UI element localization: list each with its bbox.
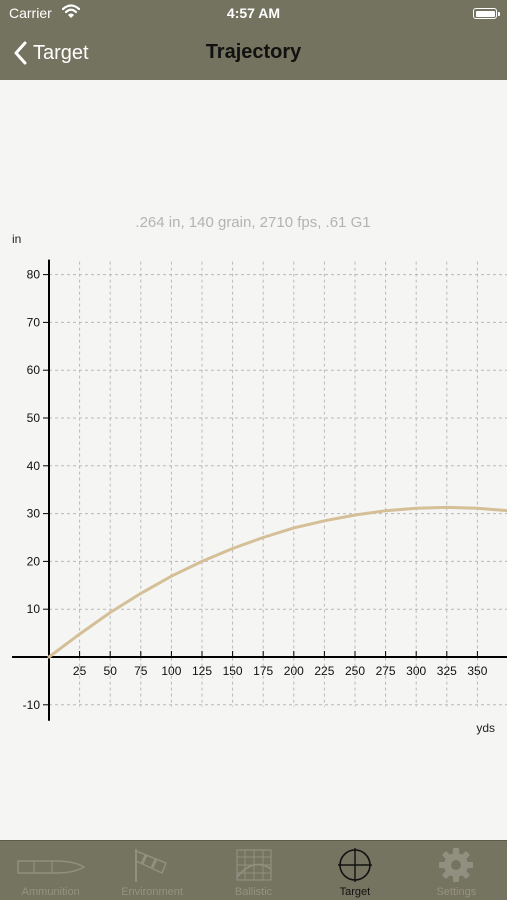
x-tick-label: 225 xyxy=(314,664,334,678)
x-tick-label: 275 xyxy=(376,664,396,678)
status-bar: Carrier 4:57 AM xyxy=(0,0,507,28)
x-tick-label: 325 xyxy=(437,664,457,678)
y-tick-label: -10 xyxy=(23,698,41,712)
gear-icon xyxy=(439,848,474,882)
back-button[interactable]: Target xyxy=(13,38,89,68)
x-tick-label: 25 xyxy=(73,664,87,678)
y-tick-label: 50 xyxy=(27,411,41,425)
tab-environment[interactable]: Environment xyxy=(101,841,202,900)
x-axis-label: yds xyxy=(476,721,495,735)
y-tick-label: 10 xyxy=(27,602,41,616)
y-tick-label: 70 xyxy=(27,315,41,329)
x-tick-label: 125 xyxy=(192,664,212,678)
tab-label: Environment xyxy=(121,886,183,898)
y-tick-label: 30 xyxy=(27,507,41,521)
y-tick-label: 40 xyxy=(27,459,41,473)
tab-label: Settings xyxy=(436,886,477,898)
tab-label: Ballistic xyxy=(234,886,273,898)
x-tick-label: 350 xyxy=(467,664,487,678)
trajectory-chart: -10 10 20 30 40 50 60 70 80 25 50 75 100 125 150 175 200… xyxy=(12,214,507,735)
trajectory-line xyxy=(47,505,507,659)
tab-ballistic[interactable]: Ballistic xyxy=(203,841,304,900)
tab-ammunition[interactable]: Ammunition xyxy=(0,841,101,900)
y-tick-label: 60 xyxy=(27,363,41,377)
bullet-icon xyxy=(16,860,86,874)
x-tick-label: 300 xyxy=(406,664,426,678)
windsock-icon xyxy=(135,849,168,882)
back-button-label: Target xyxy=(33,41,89,64)
tab-target[interactable]: Target xyxy=(304,841,405,900)
y-tick-label: 20 xyxy=(27,554,41,568)
status-time: 4:57 AM xyxy=(226,5,281,21)
tab-settings[interactable]: Settings xyxy=(406,841,507,900)
chevron-left-icon xyxy=(14,41,27,65)
chart-title: .264 in, 140 grain, 2710 fps, .61 G1 xyxy=(135,214,370,231)
x-tick-label: 200 xyxy=(284,664,304,678)
x-tick-label: 50 xyxy=(104,664,118,678)
ballistic-grid-icon xyxy=(235,849,272,881)
tab-bar: Ammunition Environment Ballistic Ta xyxy=(0,840,507,900)
battery-icon xyxy=(473,8,500,19)
x-tick-label: 175 xyxy=(253,664,273,678)
crosshair-icon xyxy=(337,848,372,882)
tab-label: Target xyxy=(339,886,371,898)
x-tick-label: 75 xyxy=(134,664,148,678)
y-tick-label: 80 xyxy=(27,268,41,282)
carrier-label: Carrier xyxy=(9,5,52,21)
page-title: Trajectory xyxy=(205,41,302,63)
tab-label: Ammunition xyxy=(21,886,80,898)
x-tick-label: 150 xyxy=(223,664,243,678)
wifi-icon xyxy=(62,4,80,18)
x-tick-label: 100 xyxy=(161,664,181,678)
y-axis-label: in xyxy=(12,232,21,246)
x-tick-label: 250 xyxy=(345,664,365,678)
navigation-bar: Target Trajectory xyxy=(0,28,507,80)
